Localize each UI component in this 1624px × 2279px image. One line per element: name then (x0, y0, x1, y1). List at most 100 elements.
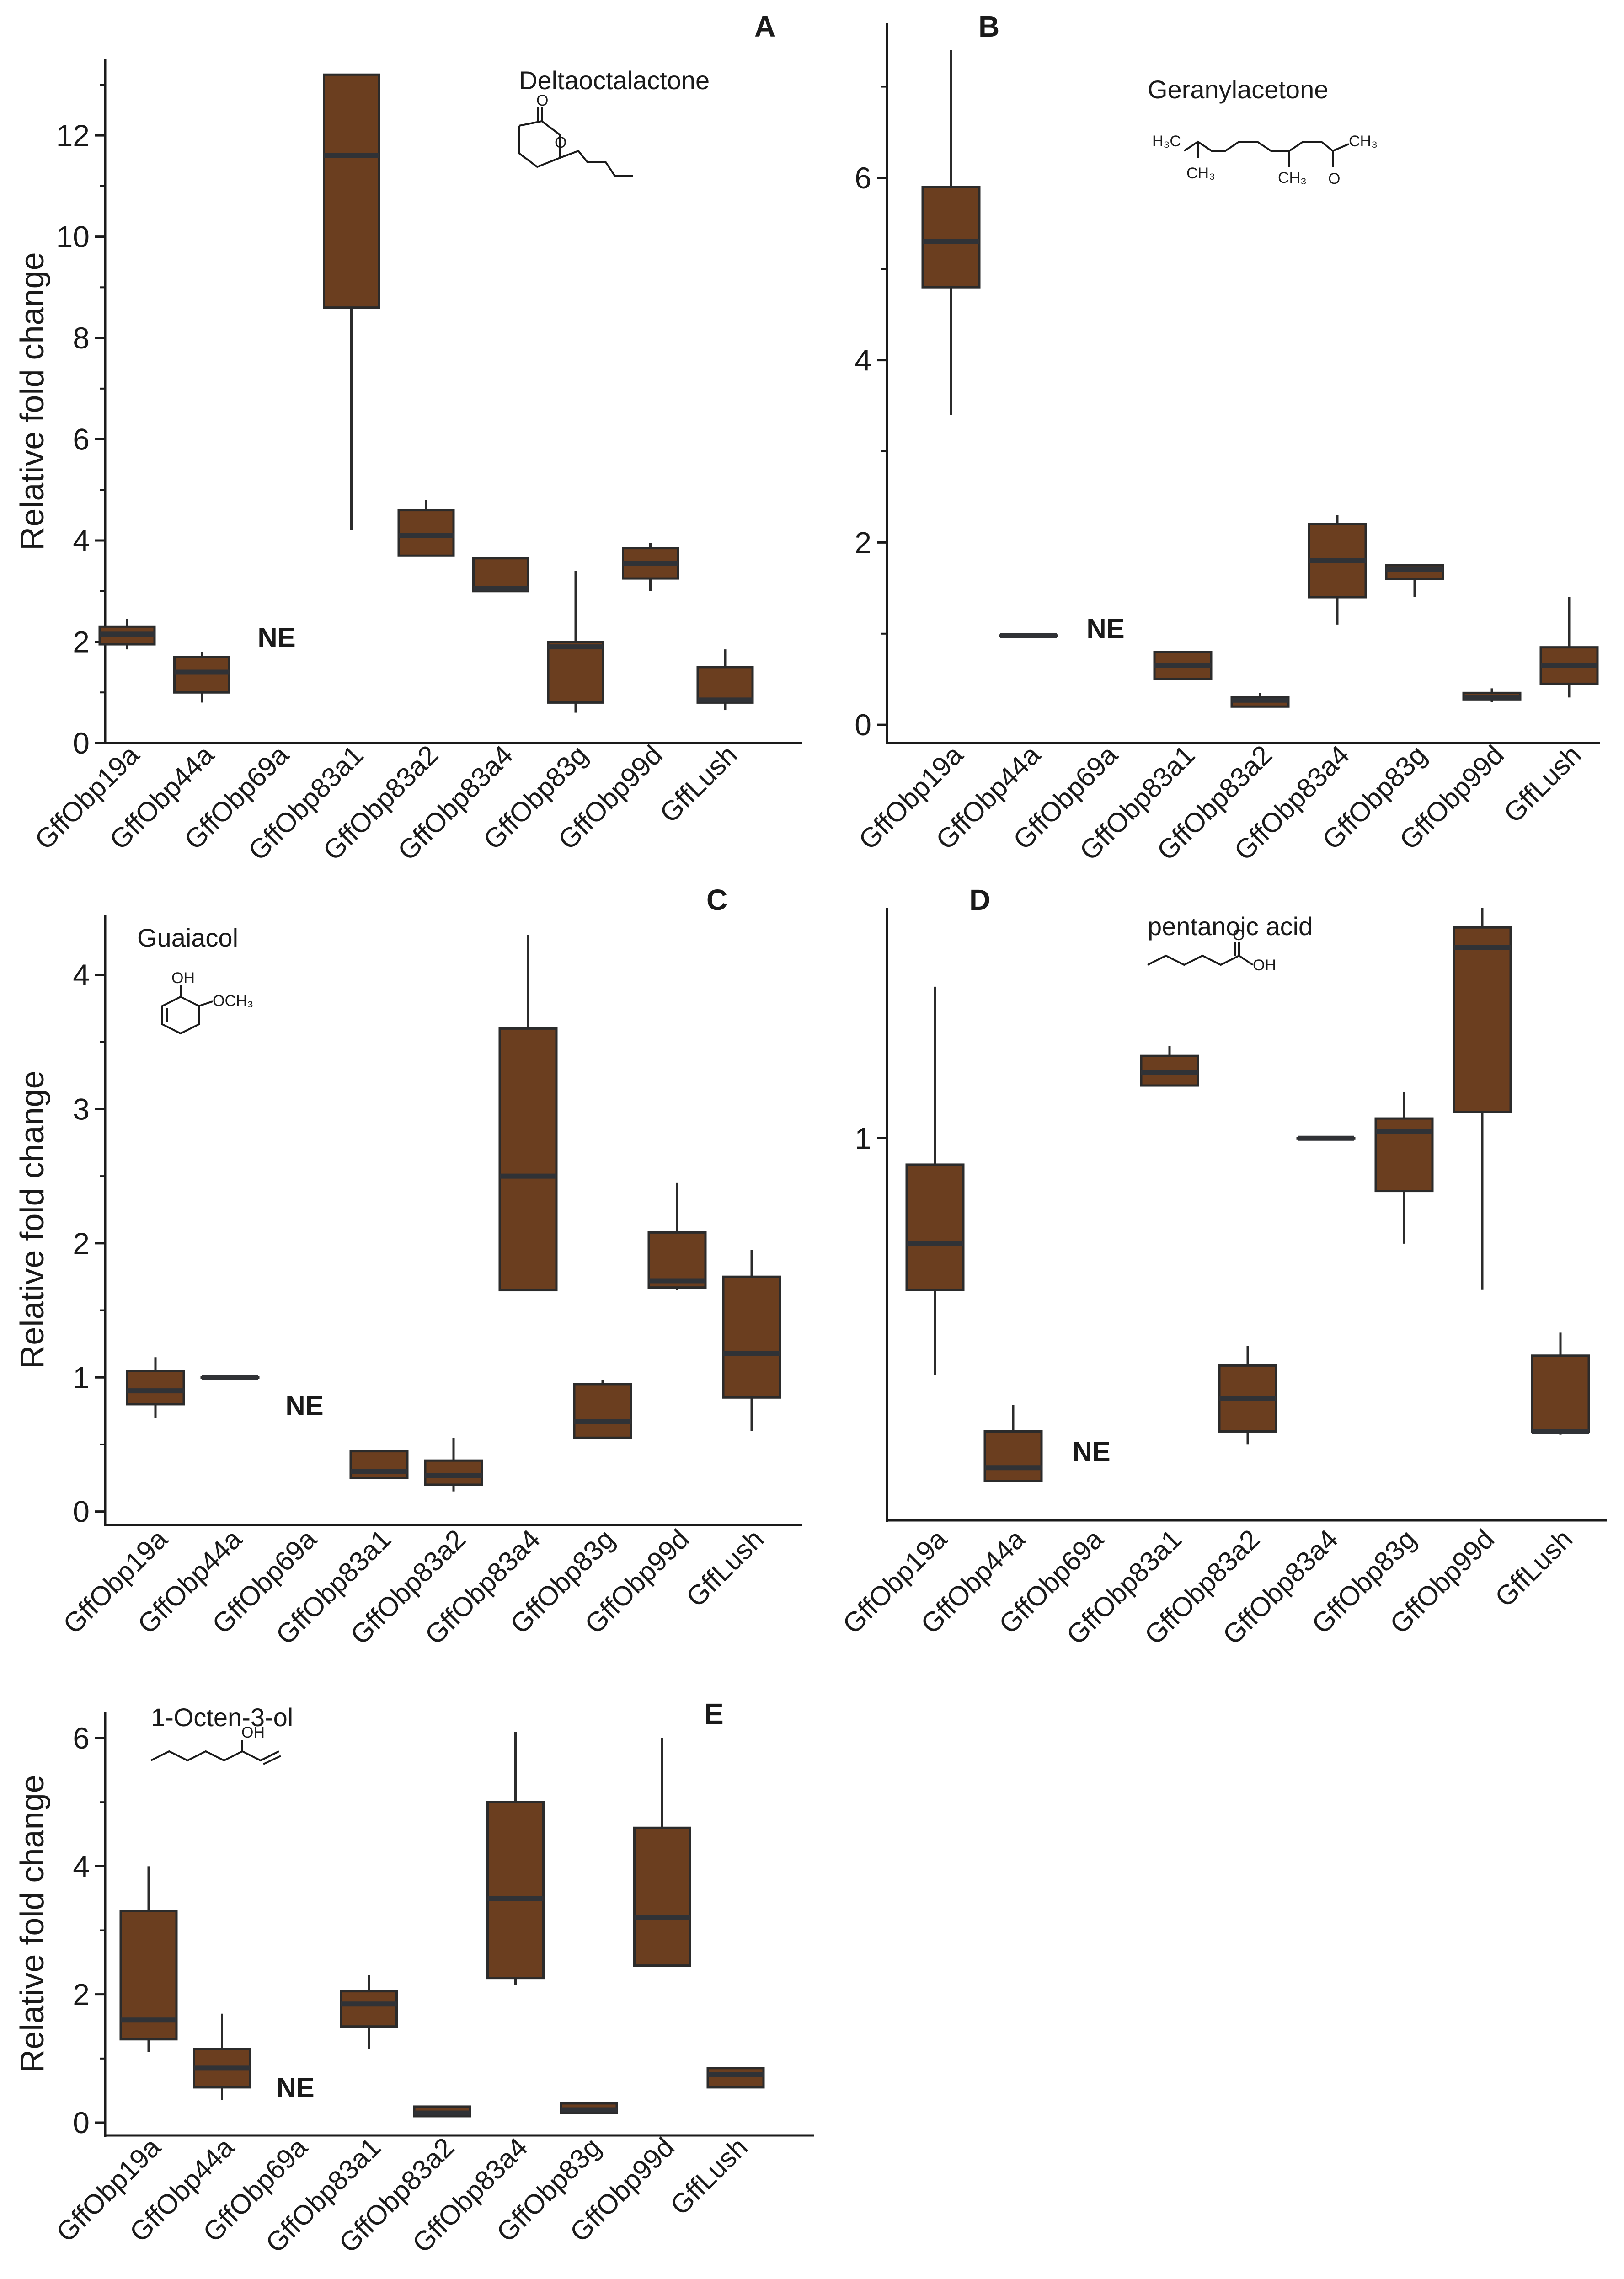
box-gffobp83a1 (1140, 1046, 1199, 1087)
y-tick-label: 4 (73, 1849, 90, 1883)
box-gffobp44a (173, 652, 230, 703)
box-gfflush (696, 649, 754, 711)
not-expressed-label: NE (1086, 614, 1124, 644)
octenol-structure: OH (150, 1724, 281, 1765)
atom-o-ring: O (555, 134, 566, 151)
box-gffobp99d (622, 543, 679, 591)
compound-name: Deltaoctalactone (519, 66, 710, 95)
category-label: GffLush (1498, 739, 1587, 829)
y-tick-label: 6 (855, 161, 871, 195)
compound-name: Geranylacetone (1148, 75, 1328, 104)
guaiacol-structure: OH OCH₃ (161, 969, 253, 1035)
box-gffobp83a1 (1153, 651, 1213, 680)
iqr-box (472, 557, 529, 593)
atom-o-ketone: O (1328, 170, 1340, 187)
box-gfflush (1539, 597, 1599, 698)
deltaoctalactone-structure: O O (518, 92, 633, 177)
box-gffobp83a2 (1218, 1346, 1277, 1445)
panel-b: 0246BGeranylacetoneGffObp19aGffObp44aNEG… (853, 10, 1600, 867)
y-tick-label: 4 (855, 343, 871, 377)
compound-name: Guaiacol (137, 923, 238, 952)
iqr-box (547, 641, 604, 704)
panel-letter: B (978, 10, 999, 43)
box-gffobp19a (905, 986, 965, 1376)
not-expressed-label: NE (285, 1390, 323, 1421)
box-gffobp83a1 (340, 1975, 398, 2049)
box-gffobp83g (1374, 1092, 1434, 1244)
iqr-box (905, 1163, 965, 1291)
y-tick-label: 1 (855, 1121, 871, 1155)
box-gffobp19a (119, 1866, 178, 2052)
box-gffobp83a4 (486, 1732, 545, 1985)
box-gffobp83a1 (349, 1450, 409, 1479)
iqr-box (722, 1275, 781, 1399)
box-gffobp44a (200, 1375, 260, 1380)
iqr-box (397, 509, 455, 557)
box-gffobp83g (560, 2102, 618, 2114)
geranylacetone-structure: H₃C CH₃ CH₃ CH₃ O (1152, 133, 1378, 187)
panel-letter: C (706, 883, 727, 916)
y-axis-title: Relative fold change (14, 1070, 51, 1369)
box-gfflush (706, 2067, 765, 2089)
atom-oh-octenol: OH (241, 1724, 265, 1741)
box-gffobp19a (921, 50, 981, 415)
iqr-box (173, 656, 230, 694)
iqr-box (1453, 926, 1512, 1113)
compound-name: 1-Octen-3-ol (151, 1703, 293, 1732)
iqr-box (349, 1450, 409, 1479)
category-label: GffLush (680, 1524, 769, 1613)
iqr-box (126, 1370, 185, 1406)
iqr-box (486, 1801, 545, 1980)
panel-e: 0 2 4 6 Relative fold change E 1-Octen-3-ol Gff… (14, 1697, 814, 2259)
y-tick-label: 6 (73, 423, 90, 456)
iqr-box (696, 666, 754, 704)
not-expressed-label: NE (1072, 1436, 1110, 1467)
box-gffobp83a4 (1296, 1135, 1356, 1141)
y-tick-label: 0 (73, 726, 90, 760)
y-tick-label: 2 (73, 1226, 90, 1260)
atom-o-acid: O (1233, 926, 1245, 944)
box-gffobp83a1 (323, 73, 380, 530)
panel-letter: A (754, 10, 775, 43)
iqr-box (633, 1826, 691, 1967)
y-tick-label: 12 (56, 118, 90, 152)
y-axis-title: Relative fold change (14, 1775, 51, 2073)
box-gffobp83a4 (1308, 515, 1367, 625)
box-gffobp83a4 (498, 935, 558, 1292)
y-tick-label: 8 (73, 321, 90, 355)
box-gffobp83g (1385, 564, 1444, 598)
atom-ch3-right: CH₃ (1349, 133, 1378, 150)
panel-a: 0 2 4 6 8 10 12 Relative fold change A Deltaoctal… (14, 10, 802, 867)
box-gffobp83a2 (424, 1438, 483, 1492)
y-tick-label: 4 (73, 524, 90, 557)
y-tick-label: 0 (73, 1495, 90, 1529)
box-gffobp99d (1462, 688, 1522, 702)
compound-name: pentanoic acid (1148, 912, 1313, 941)
box-gffobp83g (573, 1380, 632, 1439)
iqr-box (573, 1383, 632, 1439)
box-gffobp83g (547, 571, 604, 713)
y-tick-label: 2 (73, 1978, 90, 2012)
category-label: GffLush (664, 2132, 753, 2221)
box-gffobp83a2 (397, 500, 455, 557)
iqr-box (706, 2067, 765, 2089)
y-tick-label: 4 (73, 958, 90, 992)
box-gffobp44a (193, 2013, 251, 2100)
iqr-box (1531, 1354, 1590, 1433)
pentanoic-acid-structure: O OH (1147, 926, 1276, 974)
y-tick-label: 10 (56, 220, 90, 254)
box-gffobp99d (647, 1182, 707, 1290)
atom-h3c: H₃C (1152, 133, 1181, 150)
iqr-box (340, 1990, 398, 2028)
y-tick-label: 3 (73, 1092, 90, 1126)
atom-ch3-left: CH₃ (1186, 165, 1215, 182)
y-axis-title: Relative fold change (14, 252, 51, 550)
atom-ch3-mid: CH₃ (1278, 169, 1307, 187)
box-gfflush (722, 1250, 781, 1431)
atom-o-carbonyl: O (536, 92, 548, 109)
iqr-box (424, 1459, 483, 1486)
y-tick-label: 0 (855, 708, 871, 742)
